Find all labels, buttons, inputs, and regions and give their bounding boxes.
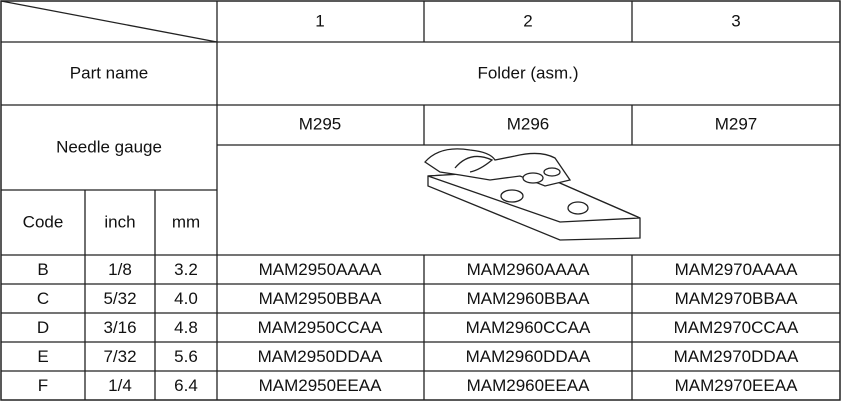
cell: MAM2970DDAA (674, 347, 799, 366)
cell: 4.0 (174, 289, 198, 308)
cell: MAM2950EEAA (259, 376, 382, 395)
cell: B (37, 260, 48, 279)
cell: MAM2950BBAA (259, 289, 382, 308)
cell: MAM2960DDAA (466, 347, 591, 366)
cell: 3.2 (174, 260, 198, 279)
cell: MAM2970AAAA (675, 260, 798, 279)
cell: 3/16 (103, 318, 136, 337)
diagonal (0, 0, 218, 43)
cell: F (38, 376, 48, 395)
cell: MAM2960CCAA (466, 318, 591, 337)
cell: MAM2970BBAA (675, 289, 798, 308)
cell: 5/32 (103, 289, 136, 308)
cell: 6.4 (174, 376, 198, 395)
cell: 1/8 (108, 260, 132, 279)
model: M296 (507, 114, 550, 133)
part-name: Folder (asm.) (477, 63, 578, 82)
cell: 4.8 (174, 318, 198, 337)
cell: MAM2960EEAA (467, 376, 590, 395)
cell: D (37, 318, 49, 337)
sub-header: mm (172, 212, 200, 231)
folder-illustration (424, 148, 641, 241)
sub-header: inch (104, 212, 135, 231)
col-header: 3 (731, 11, 740, 30)
model: M297 (715, 114, 758, 133)
cell: 7/32 (103, 347, 136, 366)
cell: 5.6 (174, 347, 198, 366)
model: M295 (299, 114, 342, 133)
cell: MAM2960AAAA (467, 260, 590, 279)
needle-gauge-label: Needle gauge (56, 137, 162, 156)
cell: MAM2950DDAA (258, 347, 383, 366)
part-name-label: Part name (70, 63, 148, 82)
cell: MAM2950AAAA (259, 260, 382, 279)
col-header: 2 (523, 11, 532, 30)
cell: MAM2950CCAA (258, 318, 383, 337)
sub-header: Code (23, 212, 64, 231)
cell: MAM2970CCAA (674, 318, 799, 337)
cell: E (37, 347, 48, 366)
col-header: 1 (315, 11, 324, 30)
cell: MAM2960BBAA (467, 289, 590, 308)
cell: C (37, 289, 49, 308)
cell: MAM2970EEAA (675, 376, 798, 395)
cell: 1/4 (108, 376, 132, 395)
